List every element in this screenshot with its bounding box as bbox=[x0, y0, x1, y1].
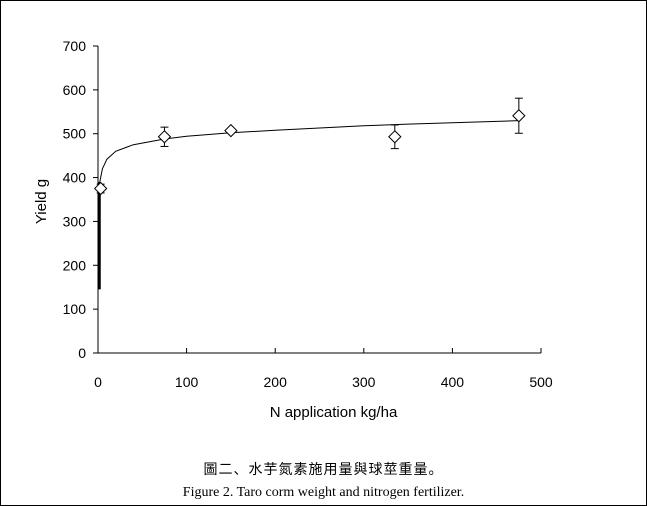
x-axis-title: N application kg/ha bbox=[270, 404, 398, 421]
y-tick-label: 400 bbox=[63, 170, 87, 186]
y-tick-label: 200 bbox=[63, 257, 87, 273]
caption-chinese: 圖二、水芋氮素施用量與球莖重量。 bbox=[203, 463, 444, 478]
y-tick-label: 300 bbox=[63, 213, 87, 229]
x-tick-label: 400 bbox=[441, 374, 465, 390]
x-tick-label: 200 bbox=[264, 374, 288, 390]
trendline-group bbox=[98, 120, 519, 290]
data-points-group bbox=[93, 97, 526, 196]
y-tick-label: 500 bbox=[63, 126, 87, 142]
caption-english: Figure 2. Taro corm weight and nitrogen … bbox=[182, 485, 465, 500]
y-tick-label: 0 bbox=[78, 345, 86, 361]
x-tick-label: 100 bbox=[175, 374, 199, 390]
x-tick-label: 300 bbox=[352, 374, 376, 390]
x-tick-label: 500 bbox=[529, 374, 553, 390]
trendline bbox=[99, 120, 519, 183]
data-point bbox=[93, 181, 108, 196]
yield-chart: 0 100 200 300 400 500 600 700 0 100 200 300 400 500 N… bbox=[33, 38, 553, 421]
y-axis-title: Yield g bbox=[33, 179, 50, 224]
data-point bbox=[512, 109, 526, 123]
x-tick-label: 0 bbox=[94, 374, 102, 390]
y-tick-label: 600 bbox=[63, 82, 87, 98]
data-point bbox=[157, 130, 172, 144]
data-point bbox=[388, 130, 402, 144]
y-tick-label: 700 bbox=[63, 38, 87, 54]
y-tick-label: 100 bbox=[63, 301, 87, 317]
data-point bbox=[224, 123, 238, 138]
chart-axes: 0 100 200 300 400 500 600 700 0 100 200 300 400 500 bbox=[63, 38, 553, 390]
